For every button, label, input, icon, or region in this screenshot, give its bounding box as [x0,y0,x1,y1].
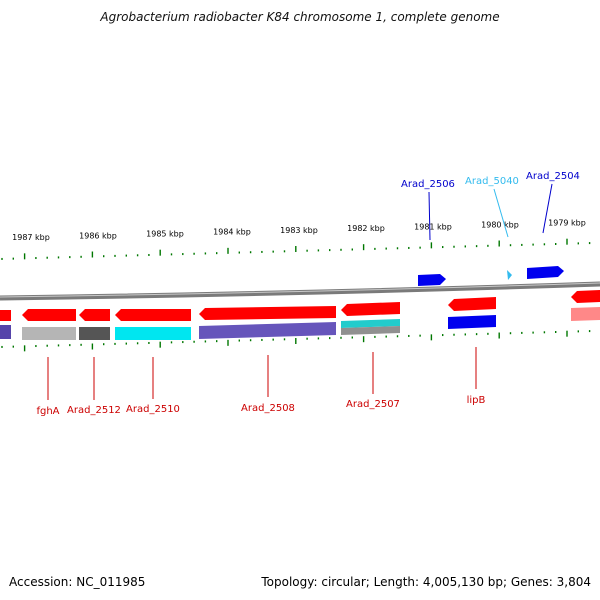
gene-arad-2507-arrow[interactable] [341,302,400,316]
feature-block-pink[interactable] [571,307,600,321]
map-title: Agrobacterium radiobacter K84 chromosome… [100,10,500,24]
gene-arad-2512-arrow[interactable] [79,309,110,321]
bottom-gene-label[interactable]: Arad_2508 [241,403,295,414]
bottom-gene-label[interactable]: lipB [467,395,486,406]
reverse-strand-genes [0,290,600,339]
top-label-leader-line [428,191,431,241]
gene-arad-5040-arrow[interactable] [507,270,512,280]
bottom-gene-labels: fghA Arad_2512 Arad_2510 Arad_2508 Arad_2507… [36,347,486,417]
gene-fghA[interactable] [0,325,11,339]
gene-arad-2504-arrow[interactable] [527,266,564,279]
bottom-gene-label[interactable]: Arad_2507 [346,399,400,410]
gene-arrow-edge-right[interactable] [571,290,600,303]
accession-text: Accession: NC_011985 [9,575,146,589]
top-label-leader-line [493,188,509,238]
top-gene-labels: Arad_2506 Arad_5040 Arad_2504 [401,171,580,241]
feature-blocks [22,307,600,340]
feature-block-cyan[interactable] [115,327,191,340]
feature-block-blue[interactable] [448,315,496,329]
scale-label: 1982 kbp [347,224,385,233]
top-gene-label[interactable]: Arad_2506 [401,179,455,190]
feature-block-purple[interactable] [199,322,336,339]
top-gene-label[interactable]: Arad_2504 [526,171,580,182]
gene-arad-2510-arrow[interactable] [115,309,191,321]
bottom-gene-label[interactable]: Arad_2510 [126,404,180,415]
bottom-gene-label[interactable]: Arad_2512 [67,405,121,416]
scale-label: 1987 kbp [12,233,50,242]
bottom-gene-label[interactable]: fghA [36,406,59,417]
genome-summary-text: Topology: circular; Length: 4,005,130 bp… [261,575,591,589]
scale-label: 1984 kbp [213,228,251,237]
feature-block-dark[interactable] [79,327,110,340]
upper-tick-track [1,238,591,260]
scale-label: 1983 kbp [280,226,318,235]
lower-tick-track [1,330,591,352]
scale-label: 1979 kbp [548,219,586,228]
scale-labels: 1987 kbp 1986 kbp 1985 kbp 1984 kbp 1983 kbp… [12,219,586,242]
gene-arad-2508-arrow[interactable] [199,306,336,320]
scale-label: 1986 kbp [79,231,117,240]
forward-strand-genes [418,266,564,286]
gene-lipB-arrow[interactable] [448,297,496,311]
scale-label: 1985 kbp [146,230,184,239]
genome-backbone [0,281,600,301]
top-label-leader-line [542,183,553,234]
gene-arrow-edge-left[interactable] [0,310,11,321]
top-gene-label[interactable]: Arad_5040 [465,176,519,187]
feature-block-cyan-small[interactable] [341,319,400,328]
genome-backbone-highlight [0,282,600,298]
feature-block-gray[interactable] [22,327,76,340]
gene-fghA-arrow[interactable] [22,309,76,321]
gene-arad-2506-arrow[interactable] [418,274,446,286]
feature-block-gray-small[interactable] [341,326,400,335]
scale-label: 1980 kbp [481,221,519,230]
scale-label: 1981 kbp [414,222,452,231]
